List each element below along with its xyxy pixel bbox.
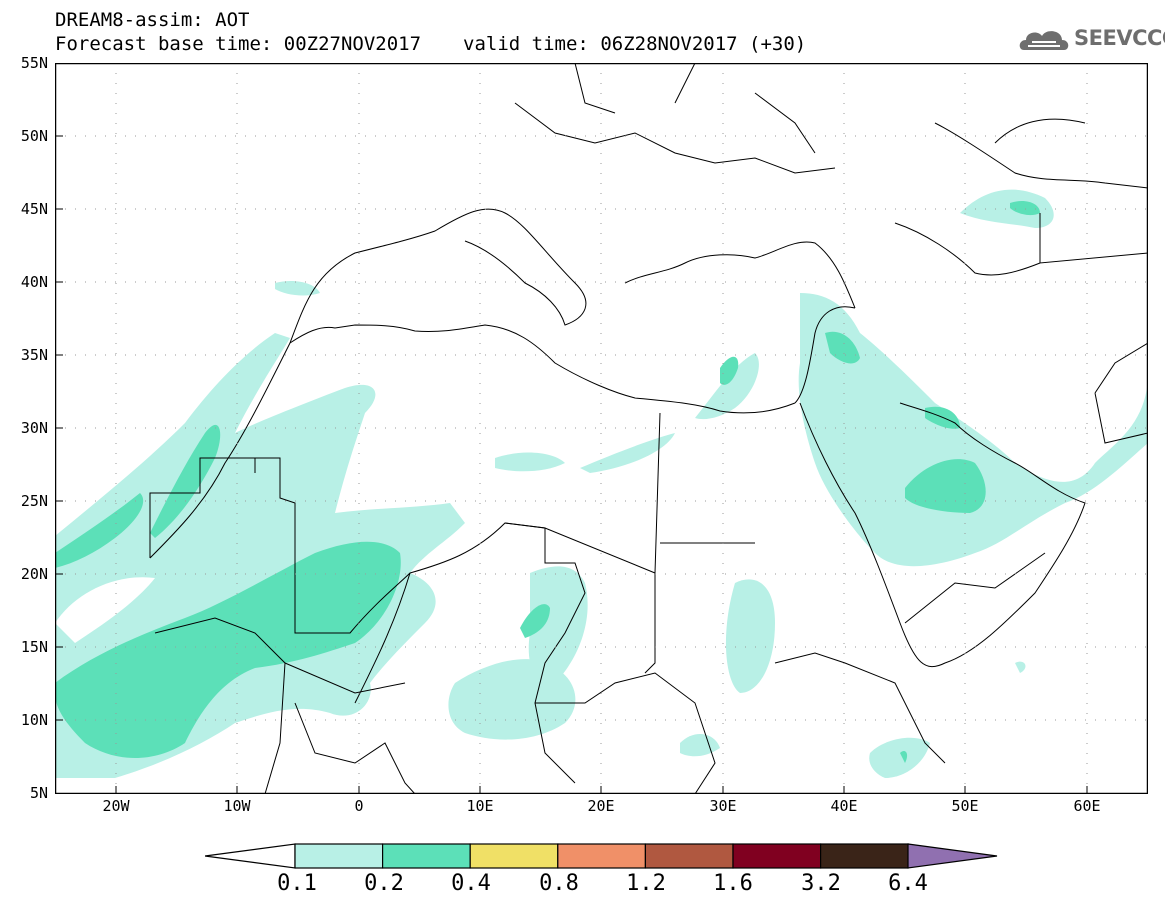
colorbar-cell (294, 843, 384, 869)
lon-label: 0 (354, 797, 364, 815)
lat-label: 55N (20, 54, 48, 72)
base-time-label: Forecast base time: 00Z27NOV2017 (55, 33, 422, 55)
lon-label: 10E (466, 797, 494, 815)
colorbar-under-arrow (205, 843, 296, 869)
lat-label: 15N (20, 638, 48, 656)
logo-text: SEEVCCC (1074, 26, 1165, 50)
lon-label: 20W (102, 797, 130, 815)
map-title: DREAM8-assim: AOT (55, 9, 250, 31)
country-borders (149, 63, 1148, 794)
colorbar-label: 0.4 (451, 871, 491, 896)
lat-label: 45N (20, 200, 48, 218)
colorbar-cell (644, 843, 734, 869)
colorbar-label: 0.2 (364, 871, 404, 896)
map-subtitle: Forecast base time: 00Z27NOV2017 valid ti… (55, 34, 806, 54)
aot-mid-shading (55, 201, 1040, 763)
lat-label: 5N (29, 784, 48, 802)
lon-label: 60E (1073, 797, 1101, 815)
colorbar-over-arrow (907, 843, 998, 869)
colorbar-cell (819, 843, 909, 869)
colorbar-cell (382, 843, 471, 869)
colorbar-cell (557, 843, 646, 869)
colorbar-label: 6.4 (888, 871, 928, 896)
grid-lines (55, 63, 1148, 794)
colorbar-label: 1.6 (713, 871, 753, 896)
lon-label: 10W (223, 797, 251, 815)
colorbar-cell (732, 843, 822, 869)
lat-label: 30N (20, 419, 48, 437)
lon-label: 30E (709, 797, 737, 815)
axis-ticks (55, 135, 1088, 794)
colorbar-label: 0.8 (539, 871, 579, 896)
aot-map (55, 63, 1148, 794)
cloud-icon (1019, 31, 1069, 50)
lon-label: 50E (951, 797, 979, 815)
colorbar-cell (469, 843, 559, 869)
lat-label: 20N (20, 565, 48, 583)
lat-label: 25N (20, 492, 48, 510)
colorbar-cells (294, 843, 909, 869)
lat-label: 50N (20, 127, 48, 145)
lat-label: 35N (20, 346, 48, 364)
valid-time-label: valid time: 06Z28NOV2017 (+30) (463, 33, 807, 55)
lon-label: 20E (587, 797, 615, 815)
lat-label: 10N (20, 711, 48, 729)
colorbar (205, 843, 998, 869)
colorbar-label: 1.2 (626, 871, 666, 896)
lon-label: 40E (830, 797, 858, 815)
colorbar-label: 0.1 (277, 871, 317, 896)
lat-label: 40N (20, 273, 48, 291)
colorbar-label: 3.2 (801, 871, 841, 896)
